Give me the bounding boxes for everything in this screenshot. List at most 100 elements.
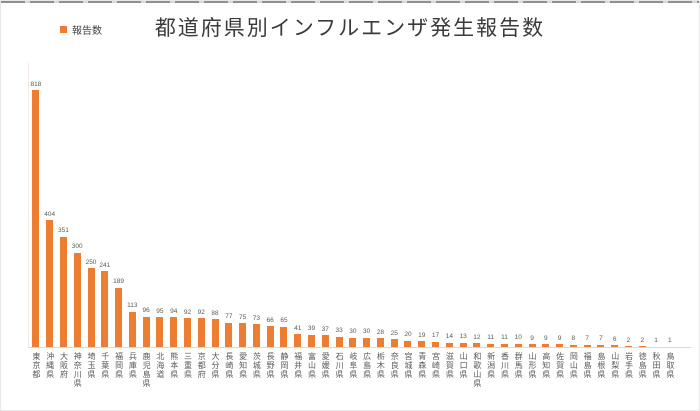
- x-axis-label-cell: 埼玉県: [84, 352, 98, 379]
- x-axis-label-cell: 愛媛県: [318, 352, 332, 379]
- bar-value-label: 818: [30, 80, 42, 88]
- bar-group: 20: [401, 332, 415, 347]
- bar-value-label: 189: [113, 278, 124, 286]
- bar-group: 30: [360, 329, 374, 347]
- bar: [225, 322, 233, 347]
- bar: [611, 345, 619, 347]
- bar: [528, 344, 536, 347]
- x-axis-label: 山形県: [528, 352, 538, 379]
- x-axis-label-cell: 滋賀県: [442, 352, 456, 379]
- bar-group: 2: [635, 337, 649, 347]
- bar: [87, 268, 95, 347]
- bar-group: 96: [139, 308, 153, 347]
- x-axis-label: 兵庫県: [128, 352, 138, 379]
- x-axis-label-cell: 千葉県: [98, 352, 112, 379]
- bar: [390, 339, 398, 347]
- x-axis-label-cell: 福島県: [580, 352, 594, 379]
- x-axis-label: 鹿児島県: [142, 352, 152, 388]
- x-axis-label-cell: 山形県: [525, 352, 539, 379]
- bar-group: 92: [181, 309, 195, 347]
- bar-group: 39: [305, 326, 319, 347]
- bar-value-label: 1: [668, 337, 672, 345]
- bar: [583, 344, 591, 347]
- bar: [514, 343, 522, 347]
- bar: [321, 335, 329, 347]
- x-axis-label-cell: 島根県: [594, 352, 608, 379]
- plot-left-edge: [28, 63, 29, 347]
- x-axis-label-cell: 兵庫県: [125, 352, 139, 379]
- x-axis-label: 長崎県: [224, 352, 234, 379]
- x-axis-label-cell: 北海道: [153, 352, 167, 379]
- bar-group: 41: [291, 324, 305, 347]
- x-axis-label: 東京都: [31, 352, 41, 379]
- bar: [308, 334, 316, 347]
- x-axis-label-cell: 岐阜県: [346, 352, 360, 379]
- x-axis-label: 栃木県: [376, 352, 386, 379]
- bar-group: 7: [580, 336, 594, 347]
- bar-group: 66: [263, 317, 277, 347]
- x-axis-label: 大分県: [211, 352, 221, 379]
- x-axis-label: 宮城県: [403, 352, 413, 379]
- x-axis-label-cell: 沖縄県: [43, 352, 57, 379]
- x-axis-label-cell: 京都府: [194, 352, 208, 379]
- bar-group: 17: [429, 333, 443, 347]
- bar-value-label: 241: [99, 261, 111, 269]
- bar-group: 404: [43, 211, 57, 347]
- top-edge-divider: [1, 1, 699, 3]
- x-axis-label-cell: 岡山県: [566, 352, 580, 379]
- bar-group: 241: [98, 261, 112, 347]
- bar-group: 9: [553, 335, 567, 347]
- bar-value-label: 300: [71, 243, 83, 251]
- x-axis-label: 和歌山県: [472, 352, 482, 388]
- x-axis-labels-row: 東京都 沖縄県 大阪府 神奈川県 埼玉県 千葉県 福岡県 兵庫県 鹿児島県 北海道 熊本県 三重県 京都…: [29, 352, 677, 388]
- bar-group: 14: [442, 334, 456, 347]
- x-axis-label: 奈良県: [390, 352, 400, 379]
- bar-group: 28: [374, 328, 388, 347]
- bar: [418, 341, 426, 347]
- x-axis-label-cell: 山口県: [456, 352, 470, 379]
- bar-value-label: 14: [445, 333, 453, 341]
- bar: [115, 287, 123, 347]
- bar-value-label: 10: [514, 334, 522, 342]
- bar: [142, 316, 150, 347]
- bar-group: 92: [194, 309, 208, 347]
- bar: [266, 326, 274, 347]
- bar: [294, 334, 302, 347]
- x-axis-label: 徳島県: [638, 352, 648, 379]
- x-axis-label: 岡山県: [569, 352, 579, 379]
- x-axis-label-cell: 岩手県: [622, 352, 636, 379]
- bar-value-label: 88: [211, 309, 219, 317]
- x-axis-label-cell: 栃木県: [374, 352, 388, 379]
- x-axis-label: 香川県: [500, 352, 510, 379]
- x-axis-label-cell: 愛知県: [236, 352, 250, 379]
- x-axis-label: 福岡県: [114, 352, 124, 379]
- bar-value-label: 20: [404, 331, 412, 339]
- bar-group: 9: [525, 335, 539, 347]
- bar-value-label: 94: [170, 307, 178, 315]
- bar: [459, 342, 467, 347]
- x-axis-label: 沖縄県: [45, 352, 55, 379]
- bar-value-label: 6: [612, 335, 617, 343]
- x-axis-label-cell: 長崎県: [222, 352, 236, 379]
- bar-value-label: 11: [487, 334, 495, 342]
- x-axis-label: 石川県: [335, 352, 345, 379]
- x-axis-label-cell: 長野県: [263, 352, 277, 379]
- x-axis-label-cell: 静岡県: [277, 352, 291, 379]
- x-axis-label: 神奈川県: [73, 352, 83, 388]
- x-axis-label: 岐阜県: [348, 352, 358, 379]
- bar-value-label: 41: [294, 324, 302, 332]
- bar-value-label: 9: [543, 334, 548, 342]
- bar: [638, 346, 646, 347]
- bar-group: 189: [112, 279, 126, 347]
- bar-group: 65: [277, 318, 291, 347]
- x-axis-label-cell: 宮崎県: [429, 352, 443, 379]
- x-axis-label-cell: 高知県: [539, 352, 553, 379]
- x-axis-label-cell: 熊本県: [167, 352, 181, 379]
- bar-value-label: 28: [376, 328, 385, 336]
- bar: [432, 341, 440, 347]
- x-axis-label: 青森県: [417, 352, 427, 379]
- bar-group: 13: [456, 334, 470, 347]
- bar: [46, 220, 54, 347]
- x-axis-label-cell: 三重県: [181, 352, 195, 379]
- bar-group: 818: [29, 80, 43, 347]
